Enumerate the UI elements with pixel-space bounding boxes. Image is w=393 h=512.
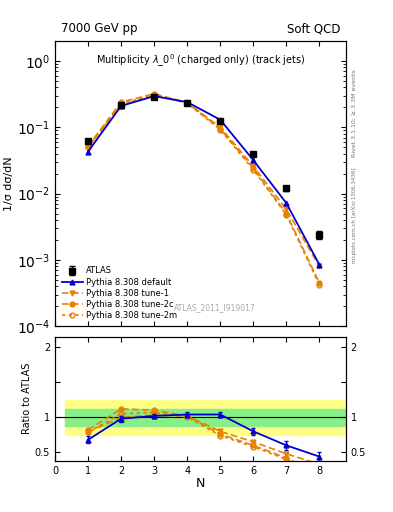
Line: Pythia 8.308 tune-1: Pythia 8.308 tune-1 (86, 93, 322, 269)
Pythia 8.308 tune-2c (317, 280, 322, 286)
Pythia 8.308 default (185, 99, 189, 105)
Y-axis label: 1/σ dσ/dN: 1/σ dσ/dN (4, 156, 14, 211)
Pythia 8.308 default (284, 200, 289, 206)
Pythia 8.308 default (251, 157, 256, 163)
Pythia 8.308 tune-2m (185, 100, 189, 106)
Pythia 8.308 default (317, 262, 322, 268)
Pythia 8.308 tune-1 (317, 264, 322, 270)
Text: Soft QCD: Soft QCD (286, 22, 340, 35)
Pythia 8.308 tune-2m (284, 212, 289, 218)
Pythia 8.308 default (152, 93, 156, 99)
Text: mcplots.cern.ch [arXiv:1306.3436]: mcplots.cern.ch [arXiv:1306.3436] (352, 167, 357, 263)
Line: Pythia 8.308 tune-2m: Pythia 8.308 tune-2m (86, 92, 322, 288)
Text: Rivet 3.1.10; ≥ 3.3M events: Rivet 3.1.10; ≥ 3.3M events (352, 69, 357, 157)
Text: 7000 GeV pp: 7000 GeV pp (61, 22, 137, 35)
Pythia 8.308 tune-2c (119, 99, 123, 105)
Pythia 8.308 tune-2c (185, 100, 189, 106)
Pythia 8.308 tune-1 (251, 163, 256, 169)
Pythia 8.308 tune-1 (284, 206, 289, 212)
Pythia 8.308 tune-1 (185, 100, 189, 106)
Pythia 8.308 tune-2c (152, 91, 156, 97)
Pythia 8.308 tune-2m (86, 144, 90, 151)
Pythia 8.308 tune-2m (251, 166, 256, 173)
Pythia 8.308 tune-1 (152, 93, 156, 99)
Pythia 8.308 default (218, 117, 222, 123)
Pythia 8.308 tune-2c (86, 143, 90, 149)
Pythia 8.308 tune-2c (218, 126, 222, 132)
Text: ATLAS_2011_I919017: ATLAS_2011_I919017 (174, 303, 256, 312)
Pythia 8.308 tune-1 (86, 144, 90, 151)
Pythia 8.308 tune-1 (218, 124, 222, 131)
Text: Multiplicity $\lambda$_0$^0$ (charged only) (track jets): Multiplicity $\lambda$_0$^0$ (charged on… (95, 52, 305, 69)
Line: Pythia 8.308 default: Pythia 8.308 default (86, 94, 322, 267)
Pythia 8.308 tune-2m (317, 282, 322, 288)
Pythia 8.308 tune-1 (119, 102, 123, 109)
Pythia 8.308 tune-2m (218, 126, 222, 133)
Pythia 8.308 tune-2m (119, 101, 123, 107)
X-axis label: N: N (196, 477, 205, 490)
Pythia 8.308 default (119, 103, 123, 109)
Y-axis label: Ratio to ATLAS: Ratio to ATLAS (22, 363, 32, 434)
Legend: ATLAS, Pythia 8.308 default, Pythia 8.308 tune-1, Pythia 8.308 tune-2c, Pythia 8: ATLAS, Pythia 8.308 default, Pythia 8.30… (59, 264, 180, 322)
Pythia 8.308 default (86, 148, 90, 155)
Pythia 8.308 tune-2c (251, 165, 256, 172)
Pythia 8.308 tune-2c (284, 210, 289, 217)
Line: Pythia 8.308 tune-2c: Pythia 8.308 tune-2c (86, 91, 322, 286)
Pythia 8.308 tune-2m (152, 92, 156, 98)
